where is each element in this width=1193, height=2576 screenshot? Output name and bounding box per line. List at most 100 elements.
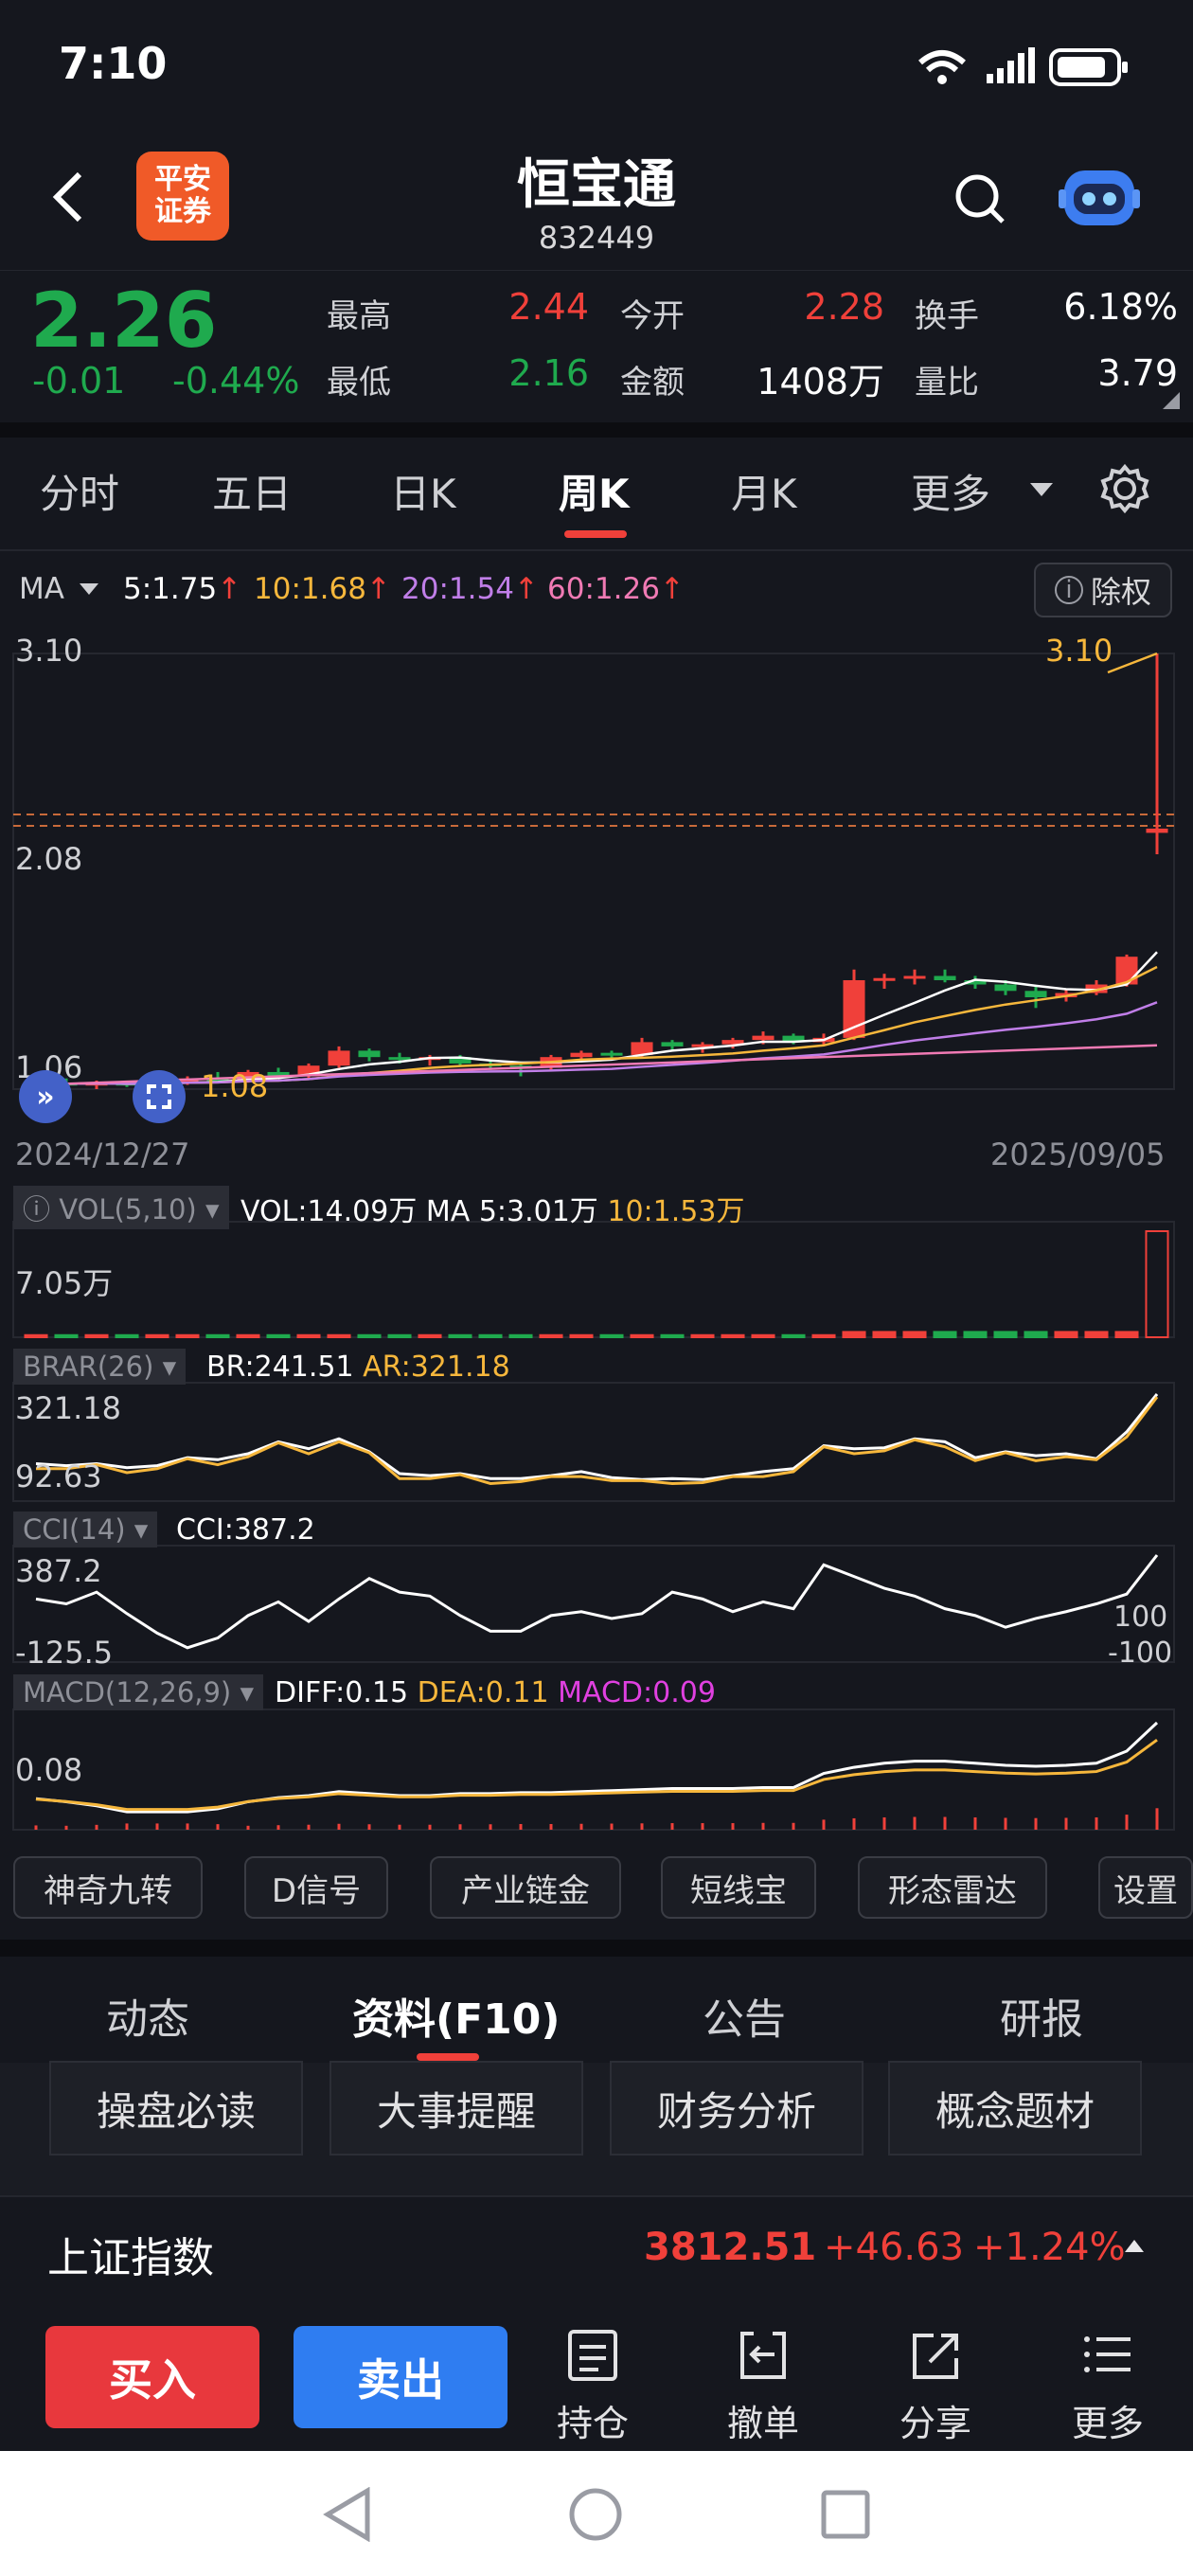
turnover-label: 换手 xyxy=(915,297,979,335)
cci-ref-high: 100 xyxy=(1113,1601,1168,1634)
tab-news[interactable]: 动态 xyxy=(106,1995,189,2044)
ma10-value: 10:1.68↑ xyxy=(254,572,391,606)
vol-bar xyxy=(781,1333,806,1339)
position-icon[interactable] xyxy=(564,2328,621,2383)
cci-y-top: 387.2 xyxy=(15,1553,102,1589)
vol-bar xyxy=(266,1333,291,1339)
caret-up-icon[interactable] xyxy=(1123,2237,1146,2254)
price-change: -0.01 xyxy=(32,360,126,402)
nav-recents-icon[interactable] xyxy=(820,2489,871,2540)
gear-icon[interactable] xyxy=(1100,464,1149,513)
chip-pattern-radar[interactable]: 形态雷达 xyxy=(858,1856,1047,1919)
cci-indicator-selector[interactable]: CCI(14) ▾ xyxy=(13,1512,158,1547)
tab-intraday[interactable]: 分时 xyxy=(40,471,120,517)
tab-weekly-k[interactable]: 周K xyxy=(559,471,630,517)
candle-body xyxy=(388,1057,411,1061)
f10-events[interactable]: 大事提醒 xyxy=(329,2061,583,2156)
vol-bar xyxy=(205,1333,230,1339)
vol-bar xyxy=(508,1333,533,1339)
vol-indicator-selector[interactable]: ⓘ VOL(5,10) ▾ xyxy=(13,1186,229,1229)
vol-bar xyxy=(872,1331,897,1339)
cancel-order-icon[interactable] xyxy=(735,2328,792,2383)
candle-body xyxy=(782,1035,805,1043)
candle-body xyxy=(994,984,1017,992)
min-price-label: 1.08 xyxy=(201,1068,269,1104)
cancel-order-label[interactable]: 撤单 xyxy=(726,2403,799,2444)
candle-body xyxy=(1085,984,1108,993)
high-value: 2.44 xyxy=(508,286,589,328)
status-time: 7:10 xyxy=(59,38,168,89)
vol-bar xyxy=(115,1333,139,1339)
date-start: 2024/12/27 xyxy=(15,1136,190,1172)
y-axis-top: 3.10 xyxy=(15,633,83,669)
tab-announcements[interactable]: 公告 xyxy=(703,1995,786,2044)
search-icon[interactable] xyxy=(952,170,1008,227)
candle-body xyxy=(661,1042,684,1046)
chip-magic-nine[interactable]: 神奇九转 xyxy=(13,1856,203,1919)
max-pointer xyxy=(1107,652,1158,674)
buy-button[interactable]: 买入 xyxy=(45,2326,259,2428)
vol-bar xyxy=(660,1333,685,1339)
ma-dropdown-icon[interactable] xyxy=(78,581,100,599)
expand-left-icon[interactable]: » xyxy=(19,1070,72,1123)
nav-back-icon[interactable] xyxy=(322,2487,373,2542)
date-end: 2025/09/05 xyxy=(990,1136,1166,1172)
share-label[interactable]: 分享 xyxy=(899,2403,971,2444)
chip-settings[interactable]: 设置 xyxy=(1098,1856,1193,1919)
content-tab-indicator xyxy=(417,2053,479,2061)
index-change: +46.63 xyxy=(824,2226,965,2269)
candle-body xyxy=(843,980,865,1038)
candle-body xyxy=(328,1050,350,1066)
share-icon[interactable] xyxy=(907,2328,964,2383)
status-bar: 7:10 xyxy=(0,0,1193,142)
chip-short-term[interactable]: 短线宝 xyxy=(661,1856,816,1919)
chip-d-signal[interactable]: D信号 xyxy=(244,1856,388,1919)
system-nav-bar xyxy=(0,2451,1193,2576)
candle-body xyxy=(1024,991,1047,998)
ar-line xyxy=(36,1396,1159,1486)
candle-body xyxy=(934,975,956,980)
exright-button[interactable]: i 除权 xyxy=(1034,563,1172,617)
candle-body xyxy=(358,1050,381,1058)
position-label[interactable]: 持仓 xyxy=(556,2403,629,2444)
chart-area[interactable] xyxy=(0,625,1193,1847)
back-arrow-icon[interactable] xyxy=(49,169,87,225)
macd-indicator-selector[interactable]: MACD(12,26,9) ▾ xyxy=(13,1674,264,1710)
cci-value: CCI:387.2 xyxy=(176,1513,315,1547)
expand-corner-icon[interactable] xyxy=(1163,392,1180,409)
chip-industry-chain[interactable]: 产业链金 xyxy=(430,1856,621,1919)
ai-robot-icon[interactable] xyxy=(1059,159,1140,231)
max-price-label: 3.10 xyxy=(1045,633,1113,669)
more-label[interactable]: 更多 xyxy=(1071,2403,1144,2444)
tab-more[interactable]: 更多 xyxy=(911,471,991,517)
ma60-line xyxy=(35,1044,1158,1086)
diff-line xyxy=(35,1721,1159,1814)
fullscreen-icon[interactable] xyxy=(133,1070,186,1123)
f10-concepts[interactable]: 概念题材 xyxy=(888,2061,1142,2156)
stock-name: 恒宝通 xyxy=(517,154,676,216)
brar-y-top: 321.18 xyxy=(15,1390,121,1426)
tab-daily-k[interactable]: 日K xyxy=(390,471,456,517)
logo-line-2: 证券 xyxy=(154,195,211,228)
tab-five-day[interactable]: 五日 xyxy=(212,471,293,517)
vol-bar xyxy=(1084,1331,1109,1339)
nav-home-icon[interactable] xyxy=(568,2487,623,2542)
f10-financials[interactable]: 财务分析 xyxy=(610,2061,864,2156)
tab-research[interactable]: 研报 xyxy=(1000,1995,1083,2044)
menu-icon[interactable] xyxy=(1079,2328,1136,2383)
vol-ratio-value: 3.79 xyxy=(1097,352,1178,394)
f10-must-read[interactable]: 操盘必读 xyxy=(49,2061,303,2156)
dropdown-icon[interactable] xyxy=(1028,481,1055,500)
sell-button[interactable]: 卖出 xyxy=(294,2326,507,2428)
ma20-line xyxy=(35,1001,1158,1085)
amount-value: 1408万 xyxy=(757,361,884,402)
brar-indicator-selector[interactable]: BRAR(26) ▾ xyxy=(13,1349,187,1385)
index-value: 3812.51 xyxy=(644,2226,817,2269)
index-ticker[interactable] xyxy=(0,2195,1193,2305)
tab-f10[interactable]: 资料(F10) xyxy=(352,1995,561,2044)
vol-bar xyxy=(387,1333,412,1339)
vol-bar xyxy=(418,1333,442,1339)
signal-icon xyxy=(987,47,1035,83)
ma-label[interactable]: MA xyxy=(19,572,64,606)
tab-monthly-k[interactable]: 月K xyxy=(731,471,797,517)
